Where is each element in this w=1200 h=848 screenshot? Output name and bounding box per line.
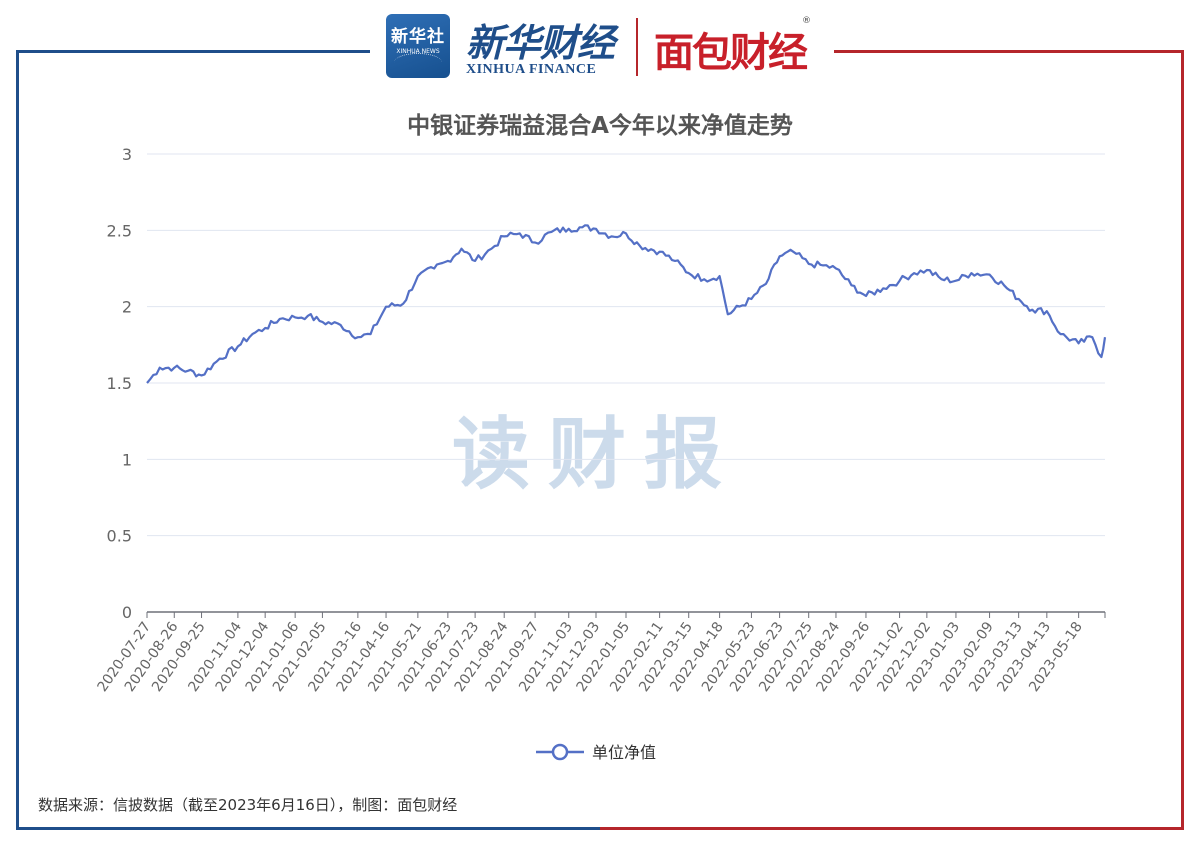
xinhua-logo-en: XINHUA NEWS xyxy=(396,48,440,55)
chart-frame xyxy=(16,50,1184,830)
mianbao-logo: 面包财经 xyxy=(654,30,808,76)
y-tick-label: 2.5 xyxy=(107,221,132,240)
source-note: 数据来源：信披数据（截至2023年6月16日），制图：面包财经 xyxy=(38,796,458,814)
y-tick-label: 3 xyxy=(122,145,132,164)
y-tick-label: 0.5 xyxy=(107,527,132,546)
xinhua-logo-cn: 新华社 xyxy=(391,27,445,47)
xinhua-news-logo: 新华社 XINHUA NEWS xyxy=(386,14,450,78)
watermark: 读财报 xyxy=(452,410,741,500)
frame-bottom-left-border xyxy=(16,827,600,830)
frame-top-left-border xyxy=(16,50,370,53)
registered-mark: ® xyxy=(802,16,811,26)
y-tick-label: 1 xyxy=(122,450,132,469)
series-line-nav xyxy=(146,224,1107,384)
xinhua-finance-logo-en: XINHUA FINANCE xyxy=(466,62,597,77)
legend-label: 单位净值 xyxy=(592,743,656,762)
frame-top-right-border xyxy=(834,50,1184,53)
y-tick-label: 0 xyxy=(122,603,132,622)
y-tick-label: 2 xyxy=(122,298,132,317)
legend-marker xyxy=(551,743,569,761)
header-logos: 新华社 XINHUA NEWS 新华财经 XINHUA FINANCE 面包财经… xyxy=(384,6,824,86)
globe-icon xyxy=(394,53,442,72)
xinhua-finance-logo-cn: 新华财经 xyxy=(466,20,615,65)
chart-title: 中银证券瑞益混合A今年以来净值走势 xyxy=(407,113,793,139)
header-divider xyxy=(636,18,638,76)
y-tick-label: 1.5 xyxy=(107,374,132,393)
